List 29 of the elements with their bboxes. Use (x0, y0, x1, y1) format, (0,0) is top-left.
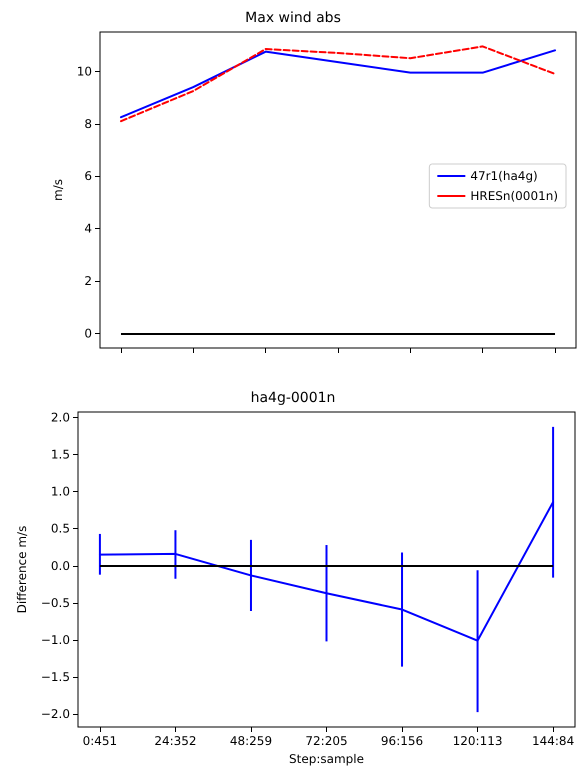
y-tick-label: 4 (84, 222, 92, 236)
y-tick-label: 0.0 (50, 558, 70, 573)
y-tick-label: −0.5 (40, 596, 70, 610)
y-tick-label: 1.0 (50, 484, 70, 499)
y-axis-title: Difference m/s (15, 526, 29, 614)
x-tick-label: 72:205 (305, 734, 348, 748)
y-tick-label: 8 (84, 116, 92, 131)
y-axis-title: m/s (51, 179, 65, 201)
x-tick-label: 144:84 (532, 734, 574, 748)
y-tick-label: −1.0 (40, 632, 70, 647)
y-tick-label: −1.5 (40, 670, 70, 684)
chart-title: Max wind abs (245, 10, 341, 26)
x-tick-label: 120:113 (452, 734, 502, 748)
y-tick-label: 2.0 (50, 410, 70, 425)
x-tick-label: 0:451 (82, 734, 118, 748)
x-axis-title: Step:sample (289, 752, 364, 766)
y-tick-label: 0 (84, 326, 92, 341)
x-tick-label: 48:259 (230, 734, 272, 748)
y-tick-label: 10 (76, 64, 92, 78)
legend-label: 47r1(ha4g) (470, 169, 538, 183)
y-tick-label: 1.5 (50, 448, 70, 462)
y-tick-label: 0.5 (50, 522, 70, 536)
y-tick-label: −2.0 (40, 707, 70, 722)
y-tick-label: 6 (84, 169, 92, 184)
x-tick-label: 96:156 (380, 734, 424, 748)
y-tick-label: 2 (84, 274, 92, 288)
legend-label: HRESn(0001n) (470, 189, 558, 203)
x-tick-label: 24:352 (154, 734, 197, 748)
chart-title: ha4g-0001n (250, 390, 336, 406)
